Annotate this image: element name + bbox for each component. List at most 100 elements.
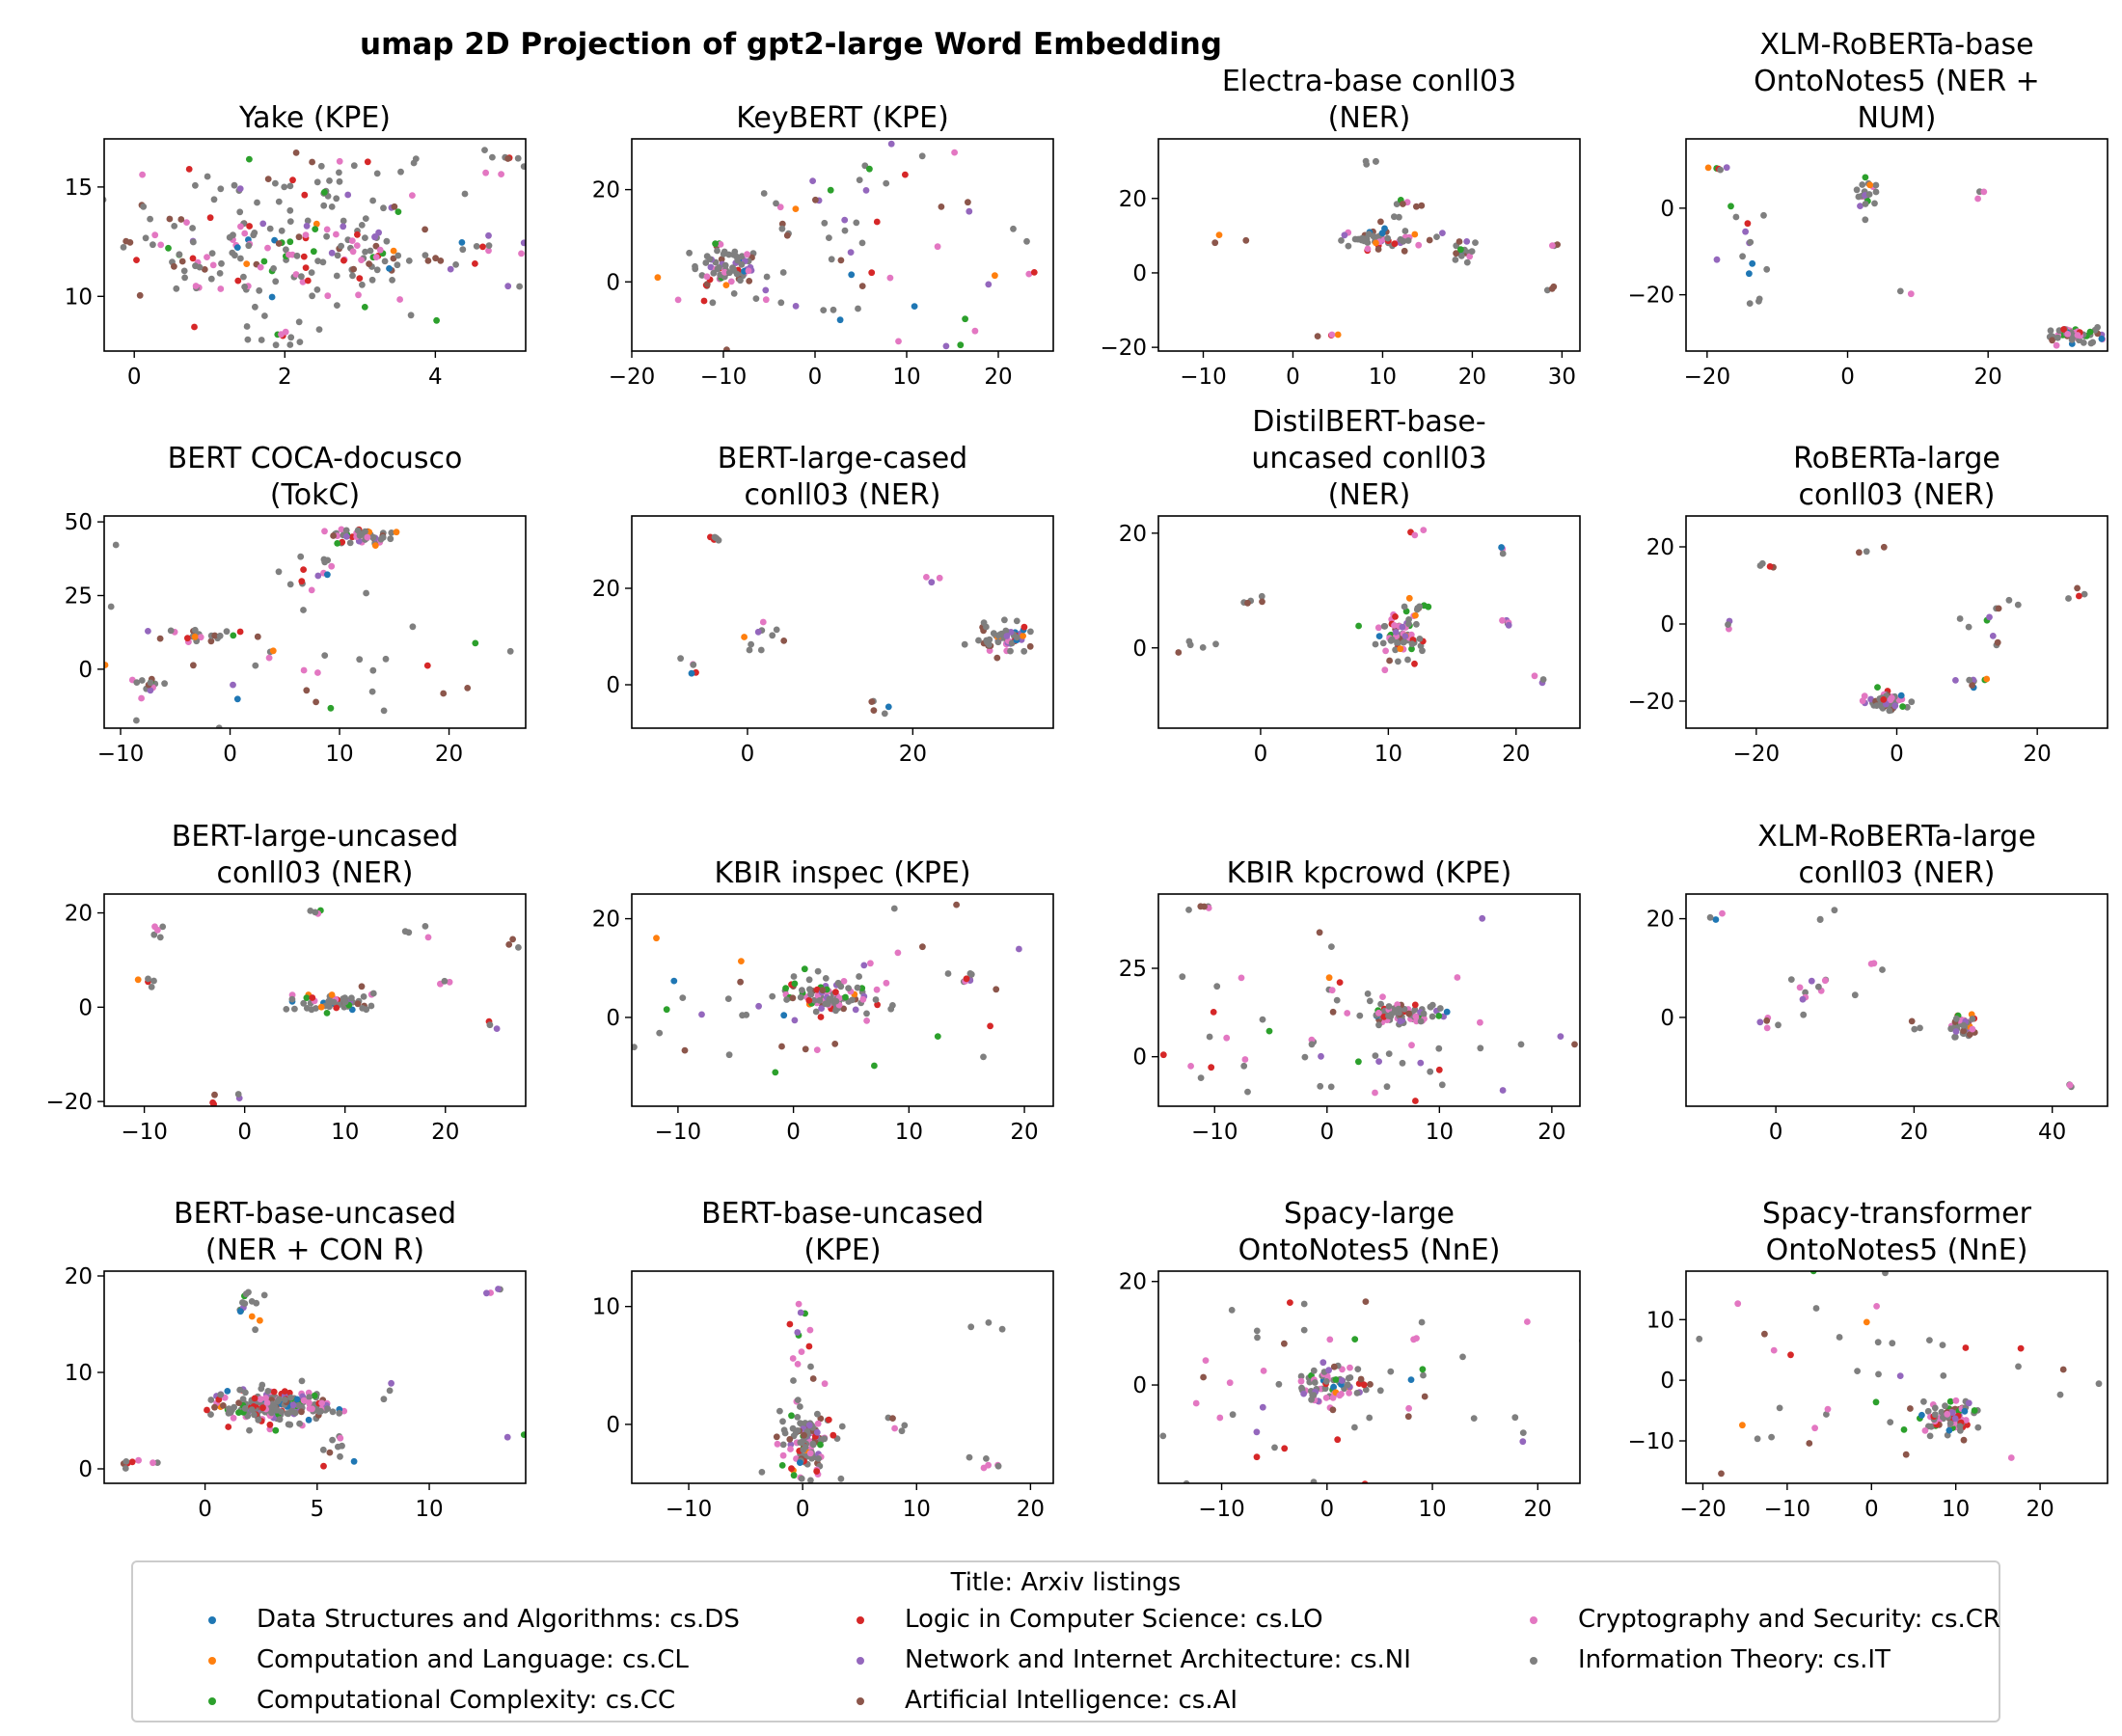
scatter-point <box>171 262 177 270</box>
y-tick-label: 10 <box>65 285 93 310</box>
subplot-7: 0 10 20 0 20 DistilBERT-base-uncased conll03(… <box>1119 405 1581 767</box>
scatter-point <box>535 186 542 193</box>
x-tick-label: 20 <box>1010 1120 1038 1145</box>
scatter-point <box>1799 995 1807 1003</box>
scatter-point <box>2007 1454 2015 1461</box>
scatter-point <box>874 1001 881 1009</box>
scatter-point <box>731 248 739 256</box>
scatter-point <box>849 996 856 1004</box>
y-tick-label: 20 <box>1646 535 1674 560</box>
x-tick-label: 0 <box>198 1497 212 1522</box>
scatter-point <box>1297 1377 1305 1385</box>
scatter-point <box>873 986 881 993</box>
scatter-point <box>1327 1083 1335 1091</box>
scatter-point <box>350 1457 358 1465</box>
scatter-point <box>1796 984 1804 991</box>
scatter-point <box>1920 1397 1927 1405</box>
scatter-point <box>350 162 358 170</box>
scatter-point <box>216 632 224 639</box>
scatter-point <box>133 257 140 263</box>
scatter-point <box>324 1405 331 1412</box>
scatter-point <box>760 190 768 197</box>
scatter-point <box>990 630 997 637</box>
scatter-point <box>1020 623 1028 631</box>
scatter-point <box>579 980 585 987</box>
scatter-point <box>966 207 973 215</box>
scatter-point <box>482 169 489 176</box>
scatter-point <box>688 669 695 677</box>
scatter-point <box>196 263 204 271</box>
scatter-point <box>257 1396 264 1403</box>
scatter-point <box>1416 636 1424 642</box>
scatter-point <box>306 1405 313 1412</box>
scatter-point <box>762 296 770 304</box>
scatter-point <box>1308 1041 1316 1048</box>
scatter-point <box>328 249 336 257</box>
scatter-point <box>1896 1372 1904 1379</box>
scatter-point <box>1400 201 1406 207</box>
scatter-point <box>1663 1066 1670 1072</box>
scatter-point <box>299 279 307 285</box>
scatter-point <box>458 239 466 246</box>
scatter-point <box>323 232 330 240</box>
scatter-point <box>1330 1363 1338 1370</box>
scatter-point <box>1880 543 1888 551</box>
scatter-point <box>1808 977 1815 985</box>
x-tick-label: 20 <box>899 742 927 767</box>
scatter-point <box>830 1431 837 1439</box>
scatter-point <box>150 1459 156 1467</box>
scatter-point <box>1749 259 1756 267</box>
scatter-point <box>190 238 197 246</box>
scatter-point <box>730 290 738 297</box>
scatter-point <box>1763 1024 1771 1032</box>
scatter-points <box>1632 1271 2103 1478</box>
scatter-point <box>286 206 294 214</box>
scatter-point <box>2060 326 2068 333</box>
scatter-point <box>855 305 861 312</box>
scatter-point <box>1454 974 1461 981</box>
scatter-point <box>1384 234 1392 242</box>
scatter-point <box>207 275 215 283</box>
scatter-point <box>779 269 787 276</box>
scatter-point <box>883 979 890 987</box>
scatter-point <box>1965 623 1972 631</box>
scatter-point <box>180 267 188 275</box>
scatter-point <box>1524 1318 1531 1325</box>
subplot-title: BERT-base-uncased <box>701 1197 984 1231</box>
legend-item: Artificial Intelligence: cs.AI <box>857 1686 1238 1715</box>
scatter-point <box>858 283 866 289</box>
scatter-point <box>1411 1001 1419 1009</box>
x-tick-label: 20 <box>435 742 463 767</box>
scatter-point <box>269 647 277 655</box>
y-tick-label: 0 <box>78 658 93 683</box>
x-tick-label: 40 <box>2038 1120 2066 1145</box>
scatter-point <box>231 181 238 189</box>
scatter-point <box>1314 333 1321 339</box>
scatter-point <box>211 632 219 639</box>
scatter-point <box>433 316 440 324</box>
scatter-point <box>798 1475 805 1482</box>
scatter-point <box>872 996 880 1003</box>
scatter-point <box>738 260 746 268</box>
scatter-point <box>1186 641 1194 649</box>
scatter-point <box>362 248 368 256</box>
scatter-point <box>698 1011 705 1018</box>
scatter-point <box>349 248 357 256</box>
scatter-point <box>242 1389 249 1397</box>
scatter-point <box>1816 915 1824 923</box>
scatter-point <box>257 263 264 271</box>
scatter-point <box>407 312 415 319</box>
scatter-point <box>886 274 894 282</box>
scatter-point <box>520 1431 526 1438</box>
scatter-point <box>1632 1383 1639 1390</box>
scatter-point <box>346 539 354 547</box>
scatter-point <box>1354 1366 1362 1372</box>
scatter-points <box>1175 527 1547 687</box>
scatter-point <box>348 994 355 1002</box>
scatter-point <box>440 690 448 697</box>
scatter-point <box>776 203 784 211</box>
x-tick-label: 2 <box>278 365 292 390</box>
scatter-point <box>1159 1051 1167 1059</box>
x-tick-label: 20 <box>984 365 1012 390</box>
scatter-point <box>191 323 198 331</box>
